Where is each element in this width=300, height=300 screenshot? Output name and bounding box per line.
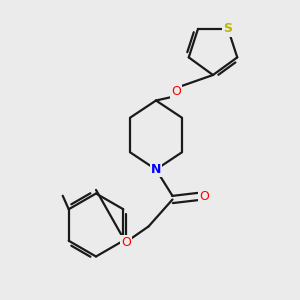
Text: O: O bbox=[200, 190, 209, 203]
Text: O: O bbox=[171, 85, 181, 98]
Text: O: O bbox=[121, 236, 131, 250]
Text: S: S bbox=[224, 22, 232, 35]
Text: N: N bbox=[151, 163, 161, 176]
